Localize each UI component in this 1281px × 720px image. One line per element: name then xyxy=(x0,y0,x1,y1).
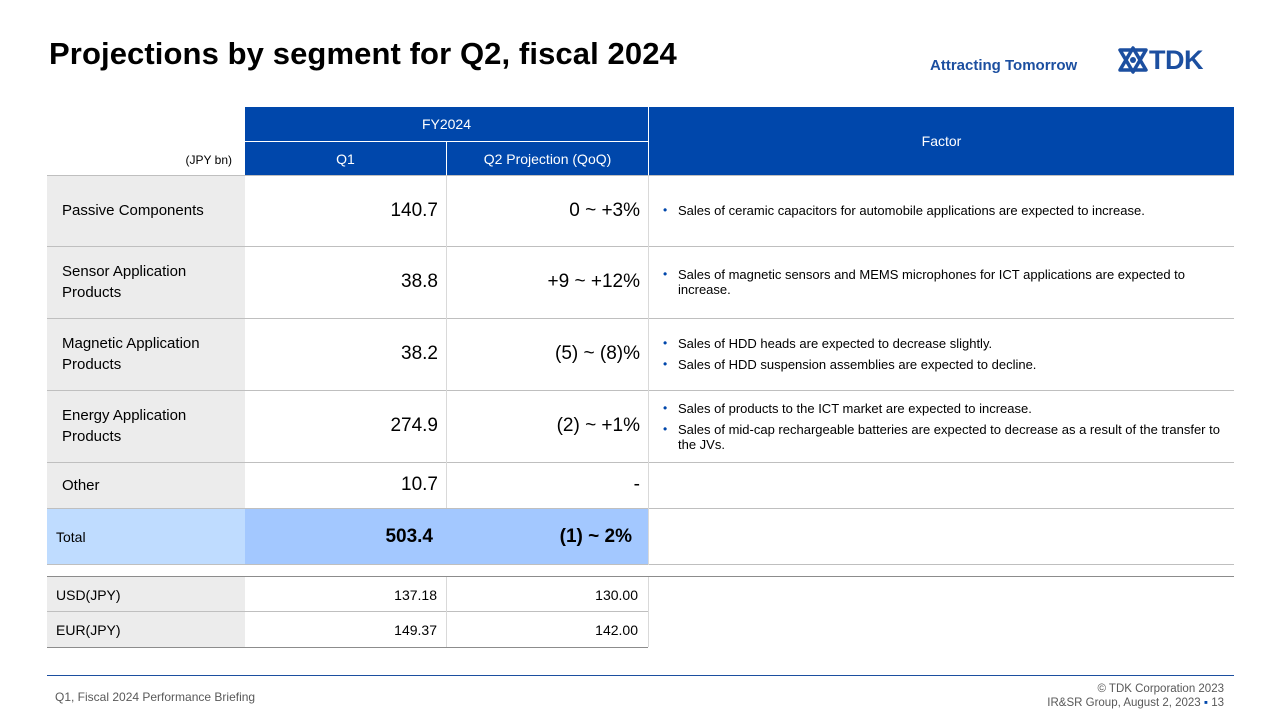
q1-value: 10.7 xyxy=(401,474,438,495)
fx-label-eur: EUR(JPY) xyxy=(47,612,245,647)
page-number: 13 xyxy=(1211,697,1224,709)
group-header-fy2024: FY2024 xyxy=(245,107,648,141)
col-divider xyxy=(446,175,447,508)
segment-label: Passive Components xyxy=(47,175,245,246)
q2-projection: +9 ~ +12% xyxy=(547,271,640,292)
col-header-factor: Factor xyxy=(649,107,1234,175)
row-divider xyxy=(47,175,1234,176)
row-divider xyxy=(47,462,1234,463)
q1-value: 38.2 xyxy=(401,343,438,364)
q1-value: 140.7 xyxy=(390,199,438,221)
q2-projection: 0 ~ +3% xyxy=(569,199,640,221)
total-label: Total xyxy=(47,509,245,564)
factor-bullet: • Sales of HDD heads are expected to decr… xyxy=(663,336,993,351)
q2-projection: - xyxy=(633,474,640,495)
page-title: Projections by segment for Q2, fiscal 20… xyxy=(49,36,677,71)
footer-separator: ▪ xyxy=(1203,697,1208,709)
logo-wordmark: TDK xyxy=(1149,45,1204,75)
fx-q1-eur: 149.37 xyxy=(394,621,437,638)
col-header-q2: Q2 Projection (QoQ) xyxy=(447,142,648,175)
q1-value: 274.9 xyxy=(390,415,438,436)
footer-rule xyxy=(47,675,1234,676)
factor-bullet: • Sales of mid-cap rechargeable batteries… xyxy=(663,421,1220,452)
fx-q1-usd: 137.18 xyxy=(394,586,437,603)
segment-label: Other xyxy=(47,462,245,508)
unit-cell: (JPY bn) xyxy=(47,107,245,175)
col-divider xyxy=(648,175,649,565)
factor-bullet: • Sales of products to the ICT market are… xyxy=(663,400,1032,416)
factor-cell: • Sales of products to the ICT market are… xyxy=(649,390,1234,462)
fx-label-usd: USD(JPY) xyxy=(47,577,245,612)
factor-cell: • Sales of magnetic sensors and MEMS micr… xyxy=(649,246,1234,318)
row-divider xyxy=(47,246,1234,247)
q2-projection: (2) ~ +1% xyxy=(556,415,640,436)
fx-bottom-divider xyxy=(47,647,648,648)
footer-copyright: © TDK Corporation 2023 xyxy=(1097,683,1224,695)
footer-group: IR&SR Group, August 2, 2023 xyxy=(1047,697,1201,709)
row-divider xyxy=(47,508,1234,509)
total-q1-value: 503.4 xyxy=(245,509,447,564)
q2-projection: (5) ~ (8)% xyxy=(555,343,640,364)
factor-bullet: • Sales of HDD suspension assemblies are … xyxy=(663,357,1037,372)
footer-meta: © TDK Corporation 2023 IR&SR Group, Augu… xyxy=(1047,682,1224,710)
row-divider xyxy=(47,611,648,612)
row-divider xyxy=(47,564,1234,565)
row-divider xyxy=(47,318,1234,319)
col-header-q1: Q1 xyxy=(245,142,446,175)
tdk-emblem-icon xyxy=(1118,46,1148,74)
tdk-logo: TDK xyxy=(1118,45,1204,75)
fx-q2-eur: 142.00 xyxy=(595,621,638,638)
factor-bullet: • Sales of ceramic capacitors for automob… xyxy=(663,203,1145,218)
unit-label: (JPY bn) xyxy=(185,153,232,167)
factor-cell: • Sales of HDD heads are expected to decr… xyxy=(649,318,1234,390)
tagline: Attracting Tomorrow xyxy=(930,57,1078,74)
fx-top-divider xyxy=(47,576,1234,577)
segment-label: Sensor Application Products xyxy=(47,246,245,318)
fx-q2-usd: 130.00 xyxy=(595,586,638,603)
total-q2-projection: (1) ~ 2% xyxy=(447,509,648,564)
segment-label: Magnetic Application Products xyxy=(47,318,245,390)
q1-value: 38.8 xyxy=(401,271,438,292)
segment-label: Energy Application Products xyxy=(47,390,245,462)
footer-group-line: IR&SR Group, August 2, 2023 ▪ 13 xyxy=(1047,696,1224,710)
factor-cell: • Sales of ceramic capacitors for automob… xyxy=(649,175,1234,246)
factor-bullet: • Sales of magnetic sensors and MEMS micr… xyxy=(663,267,1186,297)
col-divider xyxy=(648,577,649,647)
row-divider xyxy=(47,390,1234,391)
col-divider xyxy=(446,577,447,647)
footer-briefing-title: Q1, Fiscal 2024 Performance Briefing xyxy=(55,690,256,704)
